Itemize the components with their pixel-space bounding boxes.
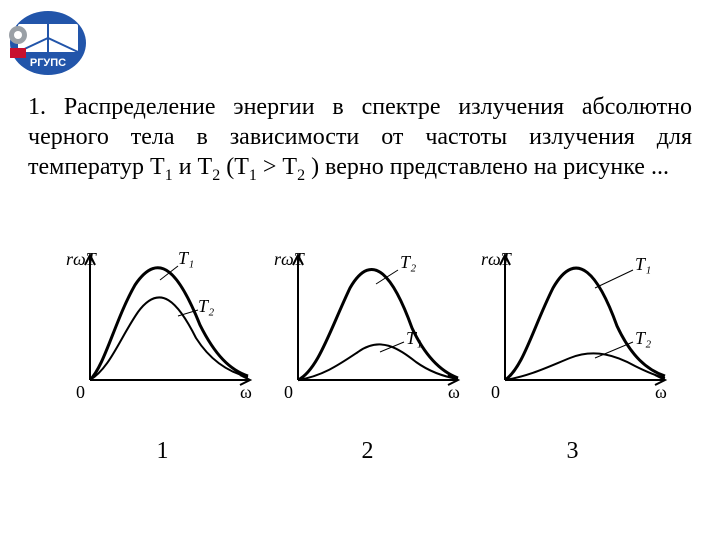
chart-svg: rωT 0 ω T₁ T₂ [475, 240, 675, 410]
curve-label: T₂ [400, 252, 416, 272]
chart-panel-1: rωT 0 ω T₁ T₂ [60, 240, 260, 410]
option-2: 2 [268, 438, 468, 465]
curve-label: T₂ [635, 328, 651, 348]
chart-panel-3: rωT 0 ω T₁ T₂ [475, 240, 675, 410]
q-mid1: и Т [173, 154, 213, 180]
question-text: 1. Распределение энергии в спектре излуч… [28, 92, 692, 186]
q-sub4: 2 [297, 167, 305, 184]
svg-text:rωT: rωT [481, 249, 513, 269]
chart-panel-2: rωT 0 ω T₂ T₁ [268, 240, 468, 410]
curve [90, 268, 248, 380]
curve [90, 297, 248, 380]
option-1: 1 [63, 438, 263, 465]
svg-text:0: 0 [491, 382, 500, 402]
svg-text:rωT: rωT [66, 249, 98, 269]
curve-label: T₂ [198, 296, 214, 316]
option-row: 1 2 3 [60, 438, 675, 465]
q-suffix: ) верно представлено на рисунке ... [305, 154, 669, 180]
chart-row: rωT 0 ω T₁ T₂ rωT 0 ω T₂ T₁ rωT 0 ω T₁ T₂ [60, 240, 675, 410]
svg-text:ω: ω [448, 382, 460, 402]
curve-label: T₁ [635, 254, 651, 274]
svg-text:ω: ω [240, 382, 252, 402]
logo-svg: РГУПС [8, 8, 98, 78]
curve [505, 353, 665, 380]
curve-label: T₁ [406, 328, 422, 348]
option-3: 3 [473, 438, 673, 465]
svg-text:0: 0 [284, 382, 293, 402]
curve [298, 269, 458, 380]
svg-text:0: 0 [76, 382, 85, 402]
chart-svg: rωT 0 ω T₂ T₁ [268, 240, 468, 410]
chart-svg: rωT 0 ω T₁ T₂ [60, 240, 260, 410]
logo-text: РГУПС [30, 57, 66, 69]
q-mid2: (Т [220, 154, 249, 180]
q-sub1: 1 [165, 167, 173, 184]
q-cmp: > Т [257, 154, 297, 180]
svg-text:rωT: rωT [274, 249, 306, 269]
q-sub3: 1 [249, 167, 257, 184]
svg-text:ω: ω [655, 382, 667, 402]
curve-label: T₁ [178, 248, 194, 268]
university-logo: РГУПС [8, 8, 98, 78]
curve [505, 268, 665, 380]
q-sub2: 2 [212, 167, 220, 184]
